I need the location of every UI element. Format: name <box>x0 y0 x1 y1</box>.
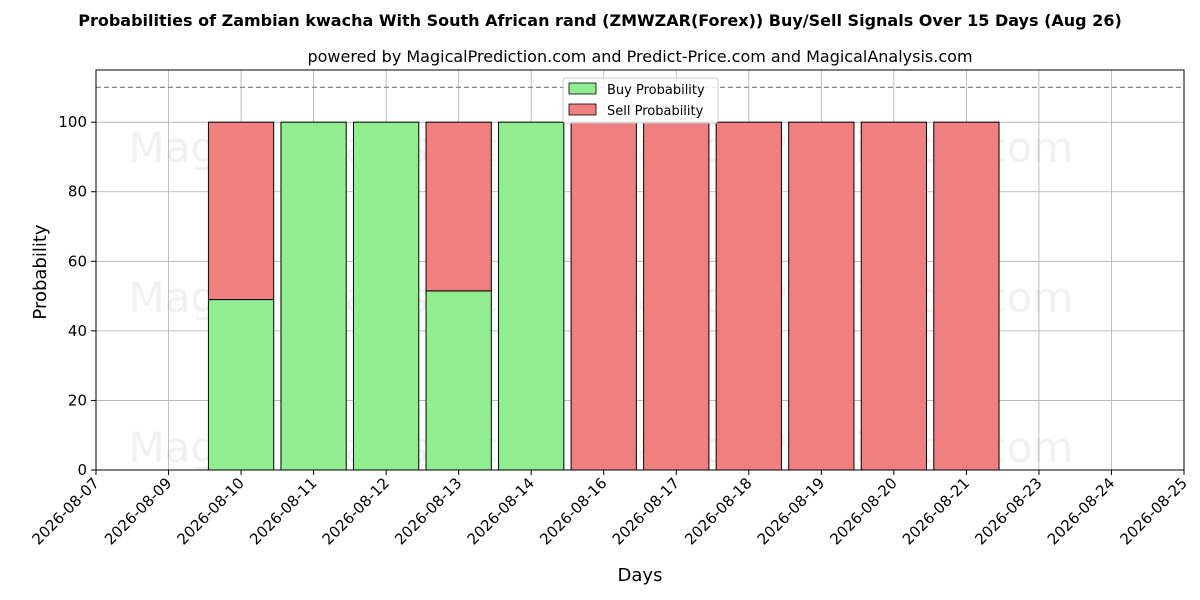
x-tick-label: 2026-08-24 <box>1044 474 1118 548</box>
bar-sell <box>860 121 928 471</box>
x-tick-label: 2026-08-16 <box>536 474 610 548</box>
chart-subtitle: powered by MagicalPrediction.com and Pre… <box>307 47 972 66</box>
x-tick-label: 2026-08-14 <box>464 474 538 548</box>
legend-swatch-sell <box>568 103 597 116</box>
legend-swatch-buy <box>568 82 597 95</box>
y-axis-label: Probability <box>30 224 51 319</box>
bars <box>207 121 1000 471</box>
x-tick-label: 2026-08-09 <box>101 474 175 548</box>
x-tick-label: 2026-08-12 <box>319 474 393 548</box>
y-axis: 0 20 40 60 80 100 <box>58 113 96 479</box>
bar-sell <box>570 121 637 471</box>
x-tick-label: 2026-08-07 <box>28 474 102 548</box>
bar-sell <box>643 121 710 471</box>
watermark-text: MagicalAnalysis.com <box>129 123 566 172</box>
legend: Buy Probability Sell Probability <box>562 77 719 124</box>
bar-buy <box>425 290 492 471</box>
x-tick-label: 2026-08-20 <box>826 474 900 548</box>
bar-sell <box>425 121 492 292</box>
bar-buy <box>280 121 347 471</box>
y-tick-label: 80 <box>68 183 87 201</box>
x-tick-label: 2026-08-18 <box>681 474 755 548</box>
watermark-text: MagicalAnalysis.com <box>129 273 566 322</box>
x-axis: 2026-08-072026-08-092026-08-102026-08-11… <box>28 470 1191 548</box>
x-axis-label: Days <box>618 565 663 586</box>
x-tick-label: 2026-08-23 <box>971 474 1045 548</box>
y-tick-label: 60 <box>68 252 87 270</box>
x-tick-label: 2026-08-21 <box>899 474 973 548</box>
y-tick-label: 100 <box>58 113 87 131</box>
watermark-text: MagicalAnalysis.com <box>129 423 566 472</box>
legend-label-buy: Buy Probability <box>607 83 705 98</box>
bar-sell <box>788 121 855 471</box>
x-tick-label: 2026-08-13 <box>391 474 465 548</box>
legend-box <box>562 77 719 124</box>
x-tick-label: 2026-08-10 <box>174 474 248 548</box>
x-tick-label: 2026-08-11 <box>246 474 320 548</box>
x-tick-label: 2026-08-17 <box>609 474 683 548</box>
bar-sell <box>933 121 1000 471</box>
bar-sell <box>715 121 782 471</box>
x-tick-label: 2026-08-25 <box>1116 474 1190 548</box>
y-tick-label: 40 <box>68 322 87 340</box>
x-tick-label: 2026-08-19 <box>754 474 828 548</box>
bar-sell <box>207 121 275 301</box>
y-tick-label: 0 <box>77 461 87 479</box>
bar-buy <box>498 121 565 471</box>
plot-frame <box>95 69 1185 471</box>
chart-title: Probabilities of Zambian kwacha With Sou… <box>78 11 1122 30</box>
y-tick-label: 20 <box>68 391 87 409</box>
bar-buy <box>352 121 420 471</box>
legend-label-sell: Sell Probability <box>607 104 704 119</box>
bar-buy <box>207 299 275 471</box>
